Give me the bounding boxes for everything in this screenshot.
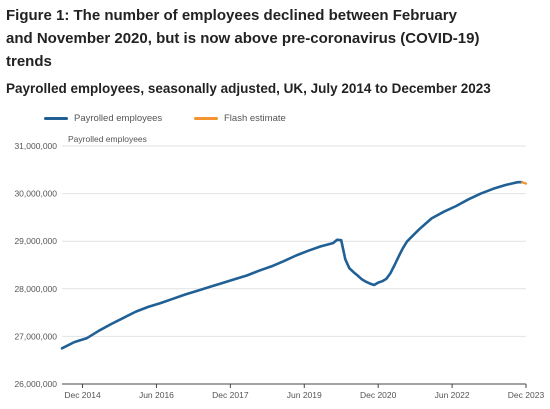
y-tick-label: 27,000,000 bbox=[14, 331, 57, 341]
legend-label-flash-estimate: Flash estimate bbox=[224, 113, 286, 124]
figure-title-line-3: trends bbox=[6, 53, 52, 70]
y-tick-label: 28,000,000 bbox=[14, 284, 57, 294]
x-tick-label: Jun 2019 bbox=[287, 390, 322, 400]
legend-swatch-payrolled-employees bbox=[44, 117, 68, 120]
figure-title-line-1: Figure 1: The number of employees declin… bbox=[6, 7, 457, 24]
y-tick-label: 30,000,000 bbox=[14, 189, 57, 199]
legend-swatch-flash-estimate bbox=[194, 117, 218, 120]
legend-item-payrolled-employees: Payrolled employees bbox=[44, 113, 162, 124]
legend-label-payrolled-employees: Payrolled employees bbox=[74, 113, 163, 124]
x-tick-label: Dec 2014 bbox=[64, 390, 101, 400]
x-tick-label: Dec 2017 bbox=[212, 390, 249, 400]
figure-title: Figure 1: The number of employees declin… bbox=[6, 4, 526, 73]
x-tick-label: Jun 2016 bbox=[139, 390, 174, 400]
legend-item-flash-estimate: Flash estimate bbox=[194, 113, 286, 124]
series-line-flash-estimate bbox=[520, 181, 528, 185]
y-axis-label: Payrolled employees bbox=[68, 134, 147, 144]
x-tick-label: Dec 2023 bbox=[508, 390, 545, 400]
x-axis: Dec 2014 Jun 2016 Dec 2017 Jun 2019 Dec 2020… bbox=[62, 383, 545, 400]
x-tick-label: Dec 2020 bbox=[360, 390, 397, 400]
figure-title-line-2: and November 2020, but is now above pre-… bbox=[6, 30, 480, 47]
y-tick-label: 26,000,000 bbox=[14, 379, 57, 389]
y-tick-label: 29,000,000 bbox=[14, 236, 57, 246]
chart-subtitle: Payrolled employees, seasonally adjusted… bbox=[6, 81, 491, 96]
y-axis: 26,000,000 27,000,000 28,000,000 29,000,000… bbox=[14, 134, 146, 389]
gridlines bbox=[62, 145, 526, 337]
x-tick-label: Jun 2022 bbox=[435, 390, 470, 400]
y-tick-label: 31,000,000 bbox=[14, 141, 57, 151]
series-line-payrolled-employees bbox=[60, 180, 524, 350]
series-lines bbox=[60, 180, 528, 350]
